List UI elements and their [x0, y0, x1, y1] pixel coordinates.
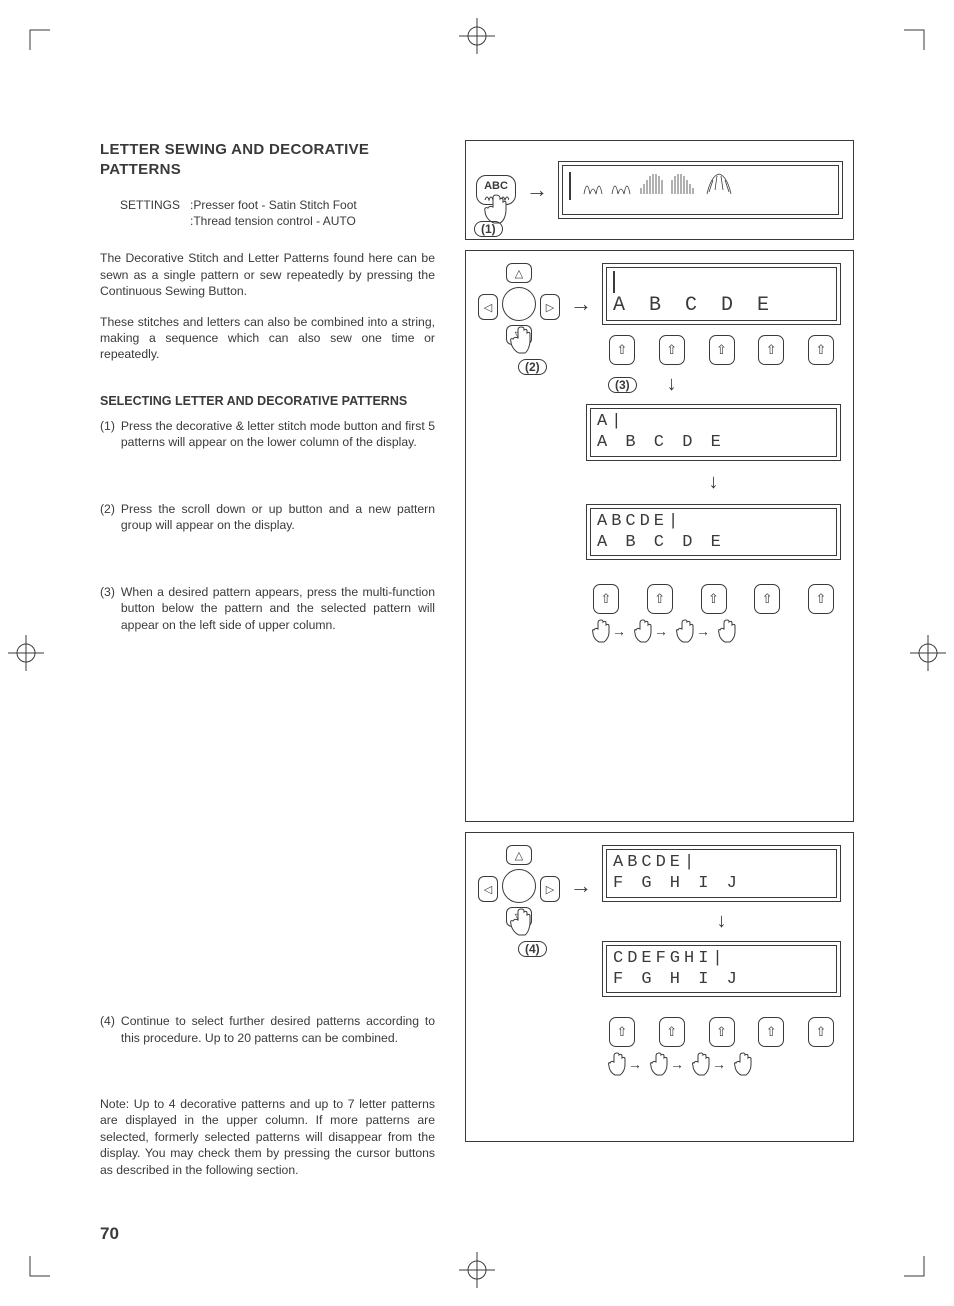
step-4: (4) Continue to select further desired p…	[100, 1013, 435, 1046]
arrow-right-icon: →	[570, 873, 592, 899]
hand-press-sequence: →	[632, 618, 668, 644]
figure-box-1: ABC (1) →	[465, 140, 854, 240]
registration-mark-right	[910, 635, 946, 671]
select-arrow-button: ⇧	[758, 335, 784, 365]
manual-page: LETTER SEWING AND DECORATIVE PATTERNS SE…	[0, 0, 954, 1306]
select-arrow-button: ⇧	[754, 584, 780, 614]
abc-label: ABC	[484, 180, 508, 192]
settings-line-1: :Presser foot - Satin Stitch Foot	[190, 197, 357, 214]
intro-paragraph-2: These stitches and letters can also be c…	[100, 314, 435, 363]
screen-text: A B C D E	[613, 294, 775, 317]
crop-mark-top-left	[20, 20, 50, 50]
step-2-number: (2)	[100, 501, 115, 534]
crop-mark-bottom-left	[20, 1256, 50, 1286]
step-1-text: Press the decorative & letter stitch mod…	[121, 418, 435, 451]
screen-text-bot: F G H I J	[613, 970, 741, 989]
decorative-stitches-icon	[579, 166, 749, 200]
dpad-right-button: ▷	[540, 876, 560, 902]
crop-mark-bottom-right	[904, 1256, 934, 1286]
right-column: ABC (1) →	[465, 140, 854, 1226]
step-4-text: Continue to select further desired patte…	[121, 1013, 435, 1046]
step-1-number: (1)	[100, 418, 115, 451]
dpad-left-button: ◁	[478, 294, 498, 320]
step-2: (2) Press the scroll down or up button a…	[100, 501, 435, 534]
settings-values: :Presser foot - Satin Stitch Foot :Threa…	[190, 197, 357, 231]
hand-press-sequence: →	[606, 1051, 642, 1077]
settings-label: SETTINGS	[100, 197, 190, 231]
step-4-number: (4)	[100, 1013, 115, 1046]
select-arrow-button: ⇧	[609, 335, 635, 365]
crop-mark-top-right	[904, 20, 934, 50]
arrow-right-icon: →	[570, 291, 592, 317]
dpad-up-button: △	[506, 263, 532, 283]
content-area: LETTER SEWING AND DECORATIVE PATTERNS SE…	[100, 140, 854, 1226]
hand-press-sequence: →	[648, 1051, 684, 1077]
registration-mark-bottom	[459, 1252, 495, 1288]
dpad-up-button: △	[506, 845, 532, 865]
registration-mark-left	[8, 635, 44, 671]
settings-line-2: :Thread tension control - AUTO	[190, 213, 357, 230]
dpad-right-button: ▷	[540, 294, 560, 320]
hand-press-sequence: →	[690, 1051, 726, 1077]
figure-box-3: △ ▽ ◁ ▷ (4) → ABCDE|F G H I J	[465, 832, 854, 1142]
screen-text-top: A|	[597, 412, 625, 431]
select-arrow-button: ⇧	[758, 1017, 784, 1047]
screen-text-top: ABCDE|	[613, 853, 698, 872]
step-3: (3) When a desired pattern appears, pres…	[100, 584, 435, 633]
left-column: LETTER SEWING AND DECORATIVE PATTERNS SE…	[100, 140, 435, 1226]
select-arrow-button: ⇧	[808, 1017, 834, 1047]
select-arrow-button: ⇧	[808, 584, 834, 614]
settings-block: SETTINGS :Presser foot - Satin Stitch Fo…	[100, 197, 435, 231]
select-arrow-button: ⇧	[659, 335, 685, 365]
screen-text-top: CDEFGHI|	[613, 949, 727, 968]
hand-press-sequence	[732, 1051, 754, 1077]
arrow-down-icon: ↓	[667, 373, 677, 396]
arrow-down-icon: ↓	[717, 910, 727, 933]
select-arrow-button: ⇧	[659, 1017, 685, 1047]
screen-text-bot: A B C D E	[597, 533, 725, 552]
display-screen-stitches	[558, 161, 843, 219]
hand-press-sequence: →	[590, 618, 626, 644]
select-arrow-button: ⇧	[709, 1017, 735, 1047]
step-1: (1) Press the decorative & letter stitch…	[100, 418, 435, 451]
select-arrow-button: ⇧	[609, 1017, 635, 1047]
select-arrow-button: ⇧	[647, 584, 673, 614]
note-paragraph: Note: Up to 4 decorative patterns and up…	[100, 1096, 435, 1178]
pointing-hand-icon	[508, 907, 534, 937]
figure-box-2: △ ▽ ◁ ▷ (2) → A B C D E	[465, 250, 854, 822]
page-number: 70	[100, 1224, 119, 1244]
select-arrow-button: ⇧	[593, 584, 619, 614]
select-arrow-button: ⇧	[701, 584, 727, 614]
display-screen-a-selected: A| A B C D E	[586, 404, 841, 461]
arrow-down-icon: ↓	[709, 471, 719, 494]
callout-1: (1)	[474, 221, 503, 237]
select-arrow-button: ⇧	[709, 335, 735, 365]
screen-text-top: ABCDE|	[597, 512, 682, 531]
intro-paragraph-1: The Decorative Stitch and Letter Pattern…	[100, 250, 435, 299]
callout-2: (2)	[518, 359, 547, 375]
display-screen-abcde-fghij: ABCDE| F G H I J	[602, 845, 841, 902]
callout-3: (3)	[608, 377, 637, 393]
pointing-hand-icon	[508, 325, 534, 355]
subheading: SELECTING LETTER AND DECORATIVE PATTERNS	[100, 393, 435, 410]
page-title: LETTER SEWING AND DECORATIVE PATTERNS	[100, 140, 435, 181]
dpad-left-button: ◁	[478, 876, 498, 902]
registration-mark-top	[459, 18, 495, 54]
display-screen-cdefghi: CDEFGHI| F G H I J	[602, 941, 841, 998]
hand-press-sequence	[716, 618, 738, 644]
display-screen-abcde: A B C D E	[602, 263, 841, 325]
step-3-text: When a desired pattern appears, press th…	[121, 584, 435, 633]
select-arrow-button: ⇧	[808, 335, 834, 365]
callout-4: (4)	[518, 941, 547, 957]
hand-press-sequence: →	[674, 618, 710, 644]
step-2-text: Press the scroll down or up button and a…	[121, 501, 435, 534]
screen-text-bot: F G H I J	[613, 874, 741, 893]
arrow-right-icon: →	[526, 177, 548, 203]
display-screen-abcde-selected: ABCDE| A B C D E	[586, 504, 841, 561]
screen-text-bot: A B C D E	[597, 433, 725, 452]
step-3-number: (3)	[100, 584, 115, 633]
